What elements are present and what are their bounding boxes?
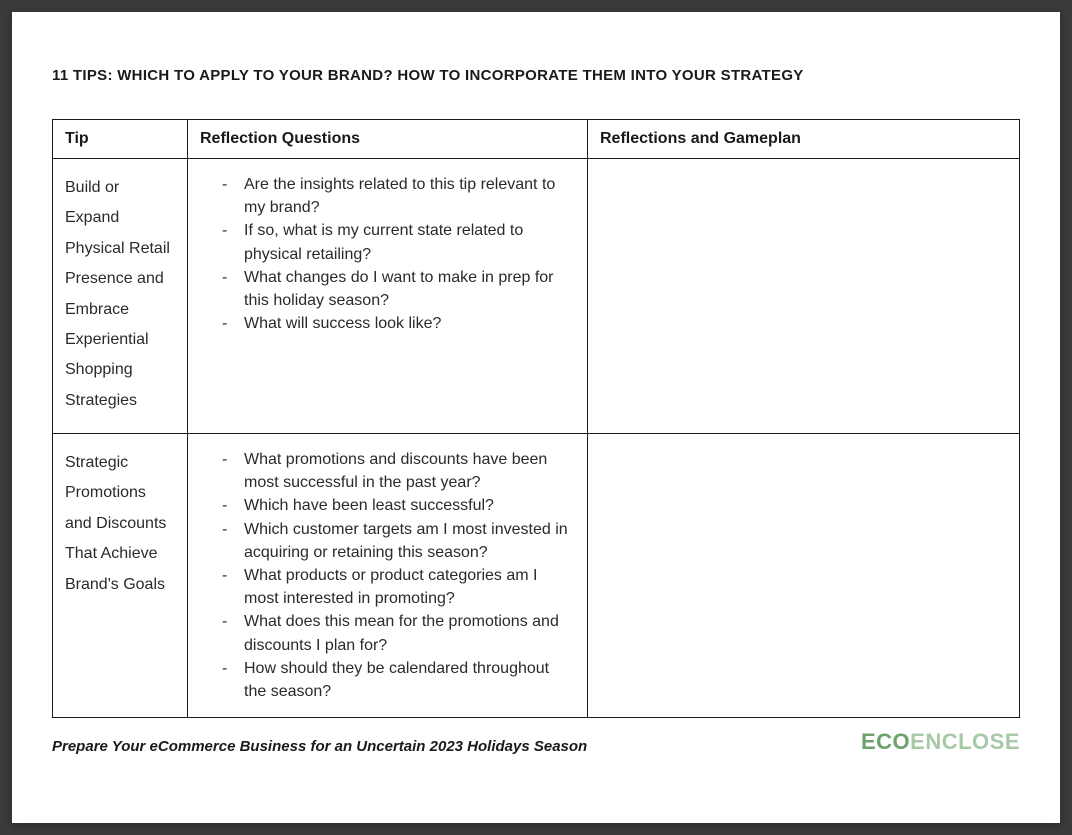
brand-eco-text: ECO xyxy=(861,729,910,755)
column-header-gameplan: Reflections and Gameplan xyxy=(588,120,1020,159)
column-header-questions: Reflection Questions xyxy=(188,120,588,159)
questions-cell: Are the insights related to this tip rel… xyxy=(188,159,588,434)
tip-cell: Build or Expand Physical Retail Presence… xyxy=(53,159,188,434)
gameplan-cell xyxy=(588,159,1020,434)
list-item: What does this mean for the promotions a… xyxy=(222,610,575,656)
gameplan-cell xyxy=(588,434,1020,718)
list-item: What promotions and discounts have been … xyxy=(222,448,575,494)
questions-list: What promotions and discounts have been … xyxy=(200,448,575,703)
list-item: What products or product categories am I… xyxy=(222,564,575,610)
questions-list: Are the insights related to this tip rel… xyxy=(200,173,575,335)
brand-logo: ECOENCLOSE xyxy=(861,729,1020,755)
table-row: Build or Expand Physical Retail Presence… xyxy=(53,159,1020,434)
list-item: How should they be calendared throughout… xyxy=(222,657,575,703)
list-item: What will success look like? xyxy=(222,312,575,335)
list-item: Which customer targets am I most investe… xyxy=(222,518,575,564)
footer-text: Prepare Your eCommerce Business for an U… xyxy=(52,738,587,755)
list-item: Are the insights related to this tip rel… xyxy=(222,173,575,219)
page-title: 11 TIPS: WHICH TO APPLY TO YOUR BRAND? H… xyxy=(52,67,1020,84)
list-item: Which have been least successful? xyxy=(222,494,575,517)
list-item: What changes do I want to make in prep f… xyxy=(222,266,575,312)
table-row: Strategic Promotions and Discounts That … xyxy=(53,434,1020,718)
tip-cell: Strategic Promotions and Discounts That … xyxy=(53,434,188,718)
tips-table: Tip Reflection Questions Reflections and… xyxy=(52,119,1020,718)
list-item: If so, what is my current state related … xyxy=(222,219,575,265)
column-header-tip: Tip xyxy=(53,120,188,159)
table-header-row: Tip Reflection Questions Reflections and… xyxy=(53,120,1020,159)
document-page: 11 TIPS: WHICH TO APPLY TO YOUR BRAND? H… xyxy=(12,12,1060,823)
questions-cell: What promotions and discounts have been … xyxy=(188,434,588,718)
brand-enclose-text: ENCLOSE xyxy=(910,729,1020,755)
page-footer: Prepare Your eCommerce Business for an U… xyxy=(52,729,1020,755)
